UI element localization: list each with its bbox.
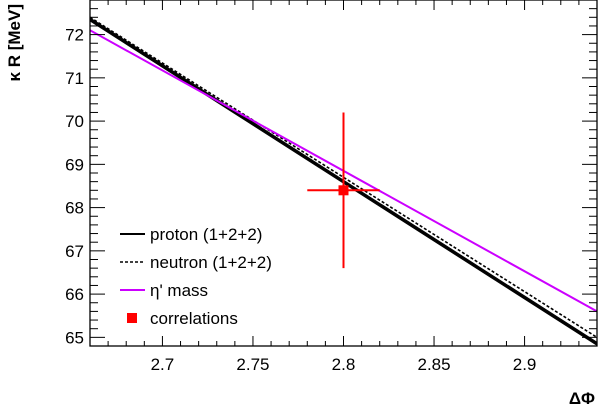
legend: proton (1+2+2) neutron (1+2+2) η' mass corr… xyxy=(120,225,272,328)
legend-label-correlations: correlations xyxy=(150,309,238,328)
y-tick-label: 71 xyxy=(65,69,84,88)
label-layer: 2.7 2.75 2.8 2.85 2.9 65 66 67 68 69 70 71 72 xyxy=(65,26,536,374)
x-tick-label: 2.7 xyxy=(151,355,175,374)
y-tick-label: 67 xyxy=(65,242,84,261)
legend-label-neutron: neutron (1+2+2) xyxy=(150,253,272,272)
y-tick-label: 70 xyxy=(65,112,84,131)
y-tick-label: 66 xyxy=(65,285,84,304)
x-tick-label: 2.8 xyxy=(332,355,356,374)
x-axis-title: ΔΦ xyxy=(569,389,595,408)
x-tick-label: 2.85 xyxy=(417,355,450,374)
legend-label-proton: proton (1+2+2) xyxy=(150,225,262,244)
y-tick-label: 72 xyxy=(65,26,84,45)
x-tick-label: 2.9 xyxy=(513,355,537,374)
y-tick-label: 65 xyxy=(65,328,84,347)
y-tick-label: 68 xyxy=(65,199,84,218)
x-tick-label: 2.75 xyxy=(236,355,269,374)
y-tick-label: 69 xyxy=(65,155,84,174)
y-axis-title: κ R [MeV] xyxy=(5,4,24,81)
point-layer xyxy=(307,112,380,269)
legend-label-eta_prime: η' mass xyxy=(150,281,208,300)
data-point-correlations xyxy=(338,185,349,196)
tick-layer xyxy=(89,0,598,347)
legend-swatch-correlations xyxy=(127,313,137,323)
